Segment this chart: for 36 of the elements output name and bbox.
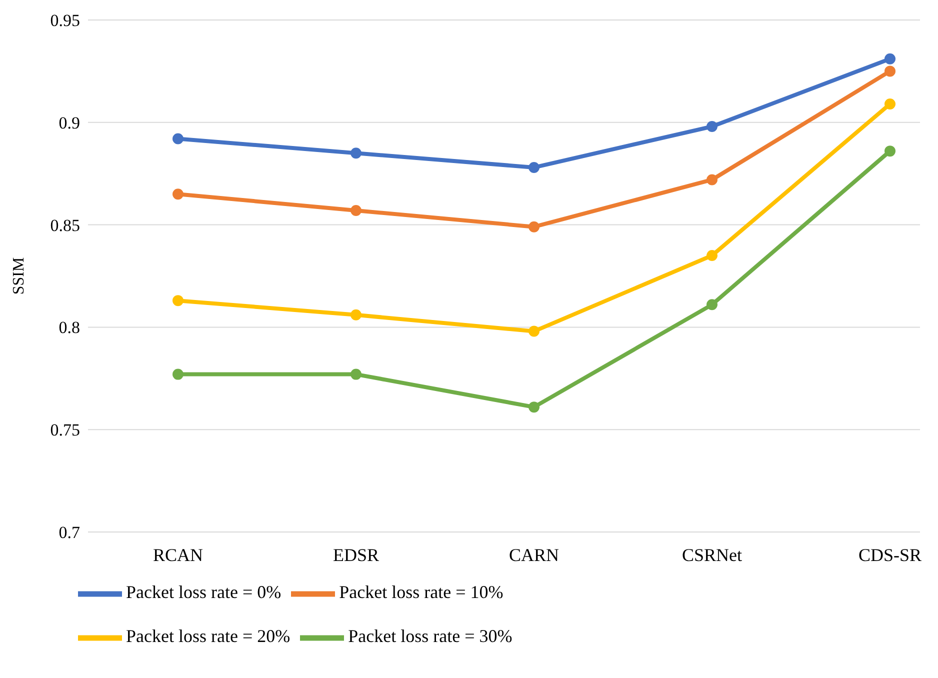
point — [706, 120, 718, 132]
y-tick-label: 0.85 — [50, 216, 80, 235]
y-tick-label: 0.9 — [58, 113, 80, 132]
point — [706, 299, 718, 310]
point — [528, 402, 540, 413]
point — [706, 250, 718, 262]
legend-label: Packet loss rate = 0% — [126, 582, 282, 602]
point — [884, 66, 896, 77]
x-tick-label: CARN — [508, 544, 560, 565]
x-tick-label: EDSR — [332, 544, 380, 565]
y-axis-title: SSIM — [10, 257, 28, 295]
y-tick-label: 0.95 — [50, 11, 80, 30]
x-tick-label: RCAN — [152, 544, 204, 565]
point — [350, 204, 362, 216]
point — [528, 162, 540, 173]
point — [884, 146, 896, 157]
legend-label: Packet loss rate = 30% — [348, 626, 512, 646]
point — [528, 221, 540, 232]
x-tick-label: CSRNet — [682, 544, 742, 565]
x-tick-label: CDS-SR — [858, 544, 922, 565]
legend-label: Packet loss rate = 20% — [126, 626, 290, 646]
y-tick-label: 0.8 — [58, 318, 80, 338]
legend-label: Packet loss rate = 10% — [339, 582, 504, 602]
point — [884, 98, 896, 110]
point — [172, 188, 184, 200]
point — [884, 53, 896, 64]
point — [528, 326, 540, 337]
point — [350, 148, 362, 159]
point — [350, 368, 362, 380]
point — [706, 174, 718, 186]
y-tick-label: 0.75 — [50, 420, 80, 440]
y-tick-label: 0.7 — [58, 523, 80, 542]
point — [172, 368, 184, 380]
point — [172, 295, 184, 306]
point — [172, 133, 184, 144]
point — [350, 309, 362, 320]
